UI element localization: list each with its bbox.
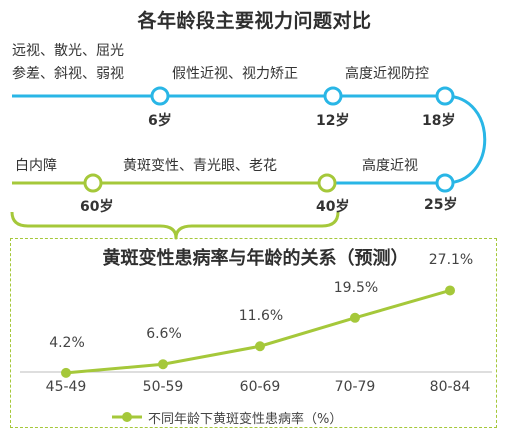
data-point: [158, 359, 168, 370]
data-label: 27.1%: [428, 252, 474, 269]
node-18: [435, 86, 455, 106]
node-60: [83, 173, 103, 193]
stage-12-problem: 高度近视防控: [345, 66, 429, 82]
data-label: 6.6%: [146, 326, 182, 343]
age-12: 12岁: [316, 113, 350, 129]
chart-title: 黄斑变性患病率与年龄的关系（预测）: [102, 248, 409, 269]
series-line: [65, 288, 451, 375]
node-12: [323, 86, 343, 106]
data-point: [445, 285, 455, 296]
chart-frame: [10, 238, 497, 428]
stage-25-problem: 高度近视: [362, 158, 418, 174]
timeline-curve: [444, 94, 487, 185]
node-6: [150, 86, 170, 106]
x-tick-label: 50-59: [142, 379, 184, 395]
stage-6-problem: 假性近视、视力矫正: [172, 66, 298, 82]
data-label: 11.6%: [238, 308, 284, 325]
node-40: [317, 173, 337, 193]
node-25: [435, 173, 455, 193]
stage-0-line1: 远视、散光、屈光: [12, 43, 124, 59]
x-tick-label: 60-69: [239, 379, 281, 395]
age-6: 6岁: [148, 113, 172, 129]
x-tick-label: 70-79: [334, 379, 376, 395]
age-60: 60岁: [80, 199, 114, 215]
stage-60-problem: 白内障: [15, 158, 57, 174]
data-label: 19.5%: [333, 279, 379, 296]
data-point: [61, 367, 71, 378]
data-point: [255, 341, 265, 352]
age-40: 40岁: [316, 199, 350, 215]
x-tick-label: 45-49: [45, 379, 87, 395]
age-18: 18岁: [422, 113, 456, 129]
data-point: [350, 312, 360, 323]
legend-label: 不同年龄下黄斑变性患病率（%）: [148, 412, 343, 427]
x-tick-label: 80-84: [429, 379, 471, 395]
timeline-title: 各年龄段主要视力问题对比: [137, 10, 372, 32]
data-label: 4.2%: [49, 334, 85, 351]
age-25: 25岁: [424, 197, 458, 213]
legend-marker: [122, 412, 132, 422]
stage-40-problem: 黄斑变性、青光眼、老花: [123, 158, 277, 174]
stage-0-line2: 参差、斜视、弱视: [12, 66, 124, 82]
